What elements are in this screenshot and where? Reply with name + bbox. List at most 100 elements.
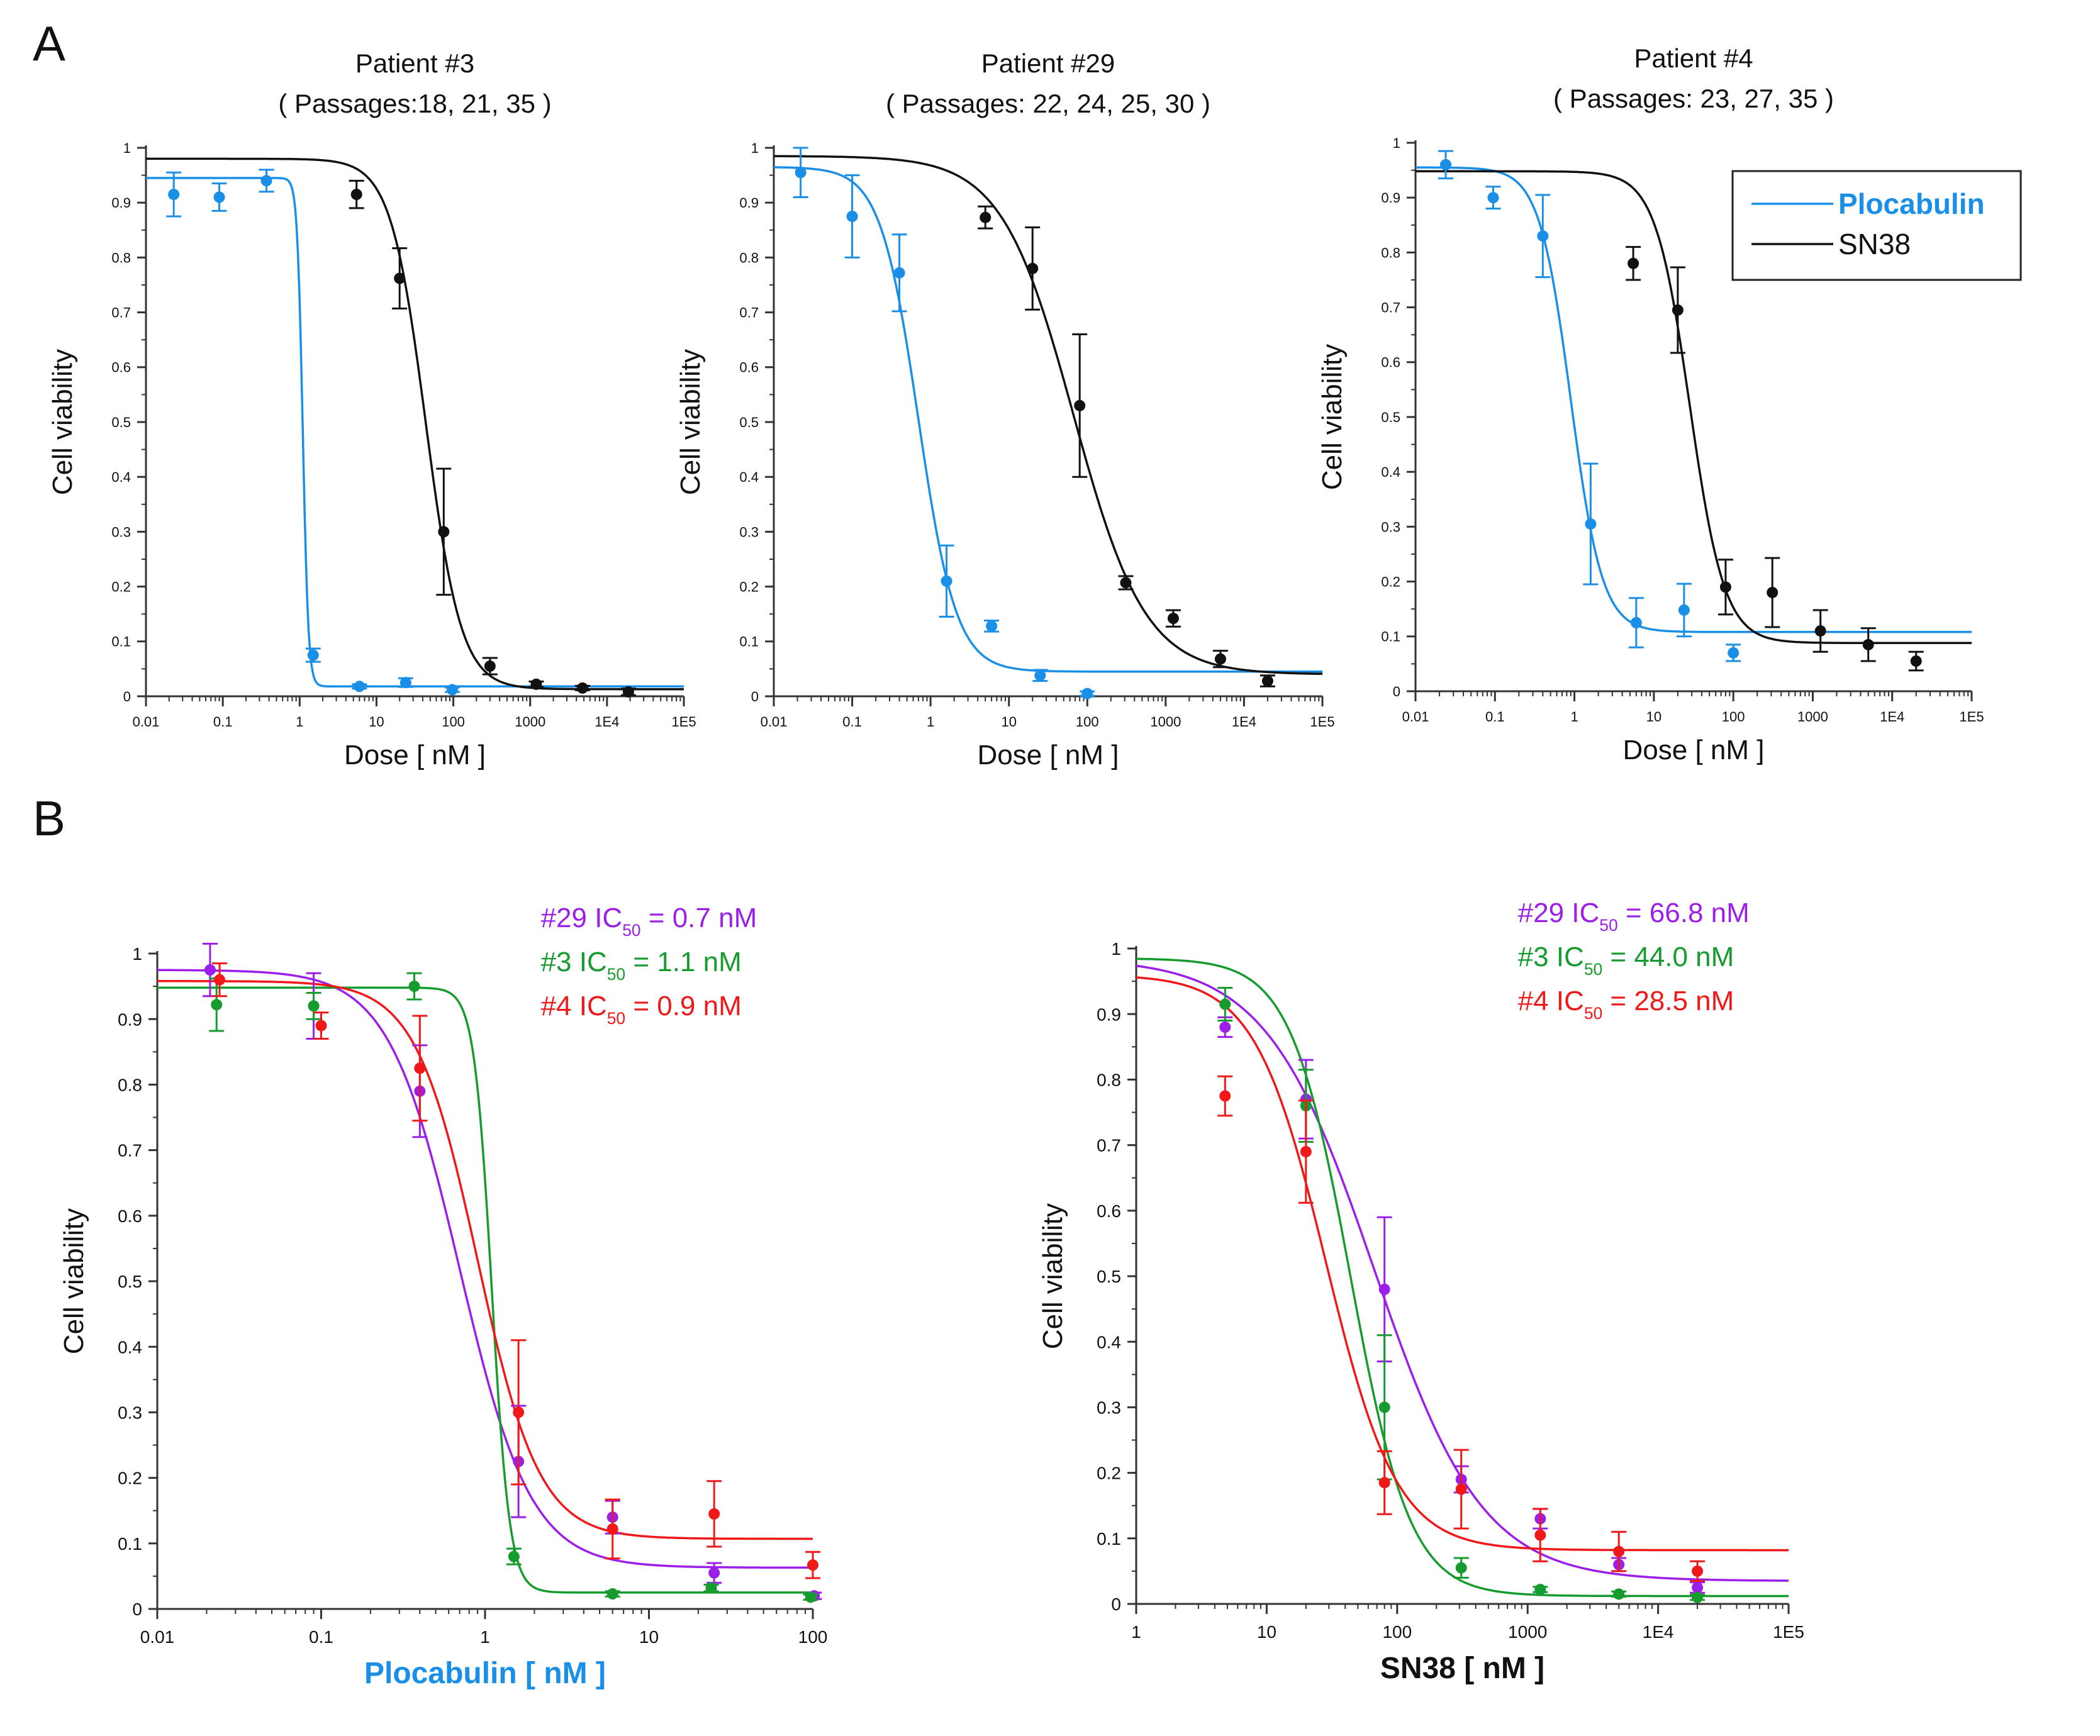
x-axis-label: SN38 [ nM ] — [1380, 1652, 1544, 1685]
y-tick-label: 0.4 — [118, 1337, 142, 1357]
data-point-4 — [606, 1523, 618, 1535]
data-point-3 — [211, 999, 223, 1011]
data-point-plocabulin — [1081, 687, 1093, 699]
ic50-annotation: #29 IC50 = 0.7 nM — [541, 903, 757, 940]
ic50-suffix: = 1.1 nM — [625, 947, 742, 977]
y-tick-label: 0.4 — [1381, 464, 1400, 480]
y-tick-label: 0.2 — [739, 579, 759, 595]
data-point-29 — [1219, 1021, 1231, 1033]
x-tick-label: 10 — [1646, 709, 1662, 725]
x-tick-label: 0.1 — [309, 1627, 333, 1647]
ic50-prefix: #29 IC — [1518, 898, 1600, 928]
y-tick-label: 0.3 — [739, 524, 759, 540]
x-tick-label: 1E5 — [1773, 1622, 1804, 1642]
chart-subtitle: ( Passages:18, 21, 35 ) — [278, 89, 551, 118]
data-point-sn38 — [1074, 399, 1086, 411]
y-tick-label: 0.3 — [1381, 519, 1400, 535]
data-point-sn38 — [980, 211, 991, 223]
data-point-3 — [308, 1000, 320, 1012]
x-tick-label: 1000 — [1797, 709, 1828, 725]
y-tick-label: 0.4 — [1097, 1332, 1121, 1352]
data-point-plocabulin — [1630, 617, 1642, 628]
y-tick-label: 0.2 — [118, 1469, 142, 1488]
data-point-sn38 — [576, 682, 588, 694]
ic50-suffix: = 0.9 nM — [625, 991, 742, 1021]
data-point-plocabulin — [307, 649, 319, 661]
data-point-3 — [705, 1582, 717, 1594]
data-point-4 — [1692, 1565, 1704, 1577]
data-point-plocabulin — [795, 167, 807, 179]
data-point-4 — [1613, 1545, 1625, 1557]
data-point-4 — [1300, 1146, 1312, 1158]
ic50-prefix: #4 IC — [1518, 986, 1584, 1016]
y-tick-label: 0.3 — [1097, 1398, 1121, 1417]
x-tick-label: 1E4 — [1880, 709, 1904, 725]
y-tick-label: 0.5 — [1381, 409, 1400, 425]
y-axis-label: Cell viability — [675, 349, 706, 495]
x-tick-label: 1E4 — [595, 714, 619, 730]
data-point-3 — [805, 1591, 817, 1603]
data-point-plocabulin — [399, 677, 411, 689]
data-point-plocabulin — [1487, 192, 1499, 204]
x-axis-label: Dose [ nM ] — [978, 740, 1119, 771]
x-tick-label: 1E4 — [1232, 714, 1256, 730]
y-tick-label: 0.2 — [111, 579, 131, 595]
data-point-plocabulin — [941, 575, 952, 587]
data-point-sn38 — [1814, 625, 1826, 637]
y-tick-label: 0.9 — [111, 195, 131, 211]
y-tick-label: 0.6 — [118, 1206, 142, 1226]
x-tick-label: 10 — [639, 1627, 659, 1647]
data-point-plocabulin — [1728, 647, 1740, 659]
x-tick-label: 1E4 — [1643, 1622, 1674, 1642]
y-tick-label: 0 — [751, 689, 759, 704]
y-tick-label: 0.1 — [739, 634, 759, 650]
ic50-annotation: #3 IC50 = 1.1 nM — [541, 947, 742, 984]
data-point-3 — [1534, 1584, 1546, 1596]
data-point-plocabulin — [846, 211, 858, 222]
y-axis-label: Cell viability — [1037, 1203, 1068, 1349]
data-point-4 — [513, 1406, 525, 1418]
data-point-sn38 — [1027, 262, 1039, 274]
data-point-4 — [1219, 1090, 1231, 1102]
y-tick-label: 0.8 — [739, 250, 759, 265]
ic50-subscript: 50 — [1584, 1004, 1602, 1023]
y-tick-label: 0.5 — [739, 415, 759, 430]
y-tick-label: 0.4 — [739, 469, 759, 485]
y-tick-label: 0.9 — [1381, 190, 1400, 206]
x-tick-label: 1 — [1570, 709, 1578, 725]
ic50-suffix: = 28.5 nM — [1602, 986, 1734, 1016]
chart-subtitle: ( Passages: 22, 24, 25, 30 ) — [886, 89, 1210, 118]
x-tick-label: 1E5 — [671, 714, 696, 730]
x-tick-label: 1 — [296, 714, 303, 730]
data-point-sn38 — [1672, 304, 1684, 316]
y-tick-label: 0.3 — [118, 1403, 142, 1422]
x-tick-label: 10 — [1257, 1622, 1276, 1642]
y-tick-label: 0.8 — [1097, 1070, 1121, 1089]
y-tick-label: 0.8 — [111, 250, 131, 265]
y-tick-label: 0.2 — [1097, 1464, 1121, 1483]
data-point-sn38 — [484, 660, 496, 672]
ic50-suffix: = 0.7 nM — [641, 903, 757, 933]
panel-label-b: B — [33, 791, 66, 846]
data-point-3 — [508, 1550, 520, 1562]
fit-curve-plocabulin — [774, 166, 1322, 673]
fit-curve-3 — [157, 986, 813, 1594]
x-tick-label: 0.01 — [133, 714, 160, 730]
x-axis-label: Dose [ nM ] — [1623, 735, 1765, 765]
y-tick-label: 0.5 — [1097, 1267, 1121, 1286]
fit-curve-4 — [157, 980, 813, 1540]
data-point-3 — [606, 1588, 618, 1600]
y-tick-label: 0.1 — [1381, 629, 1400, 645]
y-tick-label: 0.7 — [118, 1141, 142, 1160]
data-point-3 — [1692, 1591, 1704, 1603]
data-point-plocabulin — [1537, 230, 1549, 242]
x-tick-label: 100 — [1382, 1622, 1412, 1642]
fit-curve-sn38 — [1416, 170, 1972, 645]
ic50-annotation: #4 IC50 = 28.5 nM — [1518, 986, 1734, 1023]
data-point-4 — [1455, 1483, 1467, 1495]
fit-curve-4 — [1136, 976, 1789, 1552]
chart-patient-4: Patient #4 ( Passages: 23, 27, 35 ) 0 0.1 0.… — [1317, 43, 2022, 765]
chart-sn38-combined: 0 0.1 0.2 0.3 0.4 0.5 0.6 0.7 0.8 0.9 1 1 10 100 1000 1… — [1037, 898, 1804, 1685]
chart-title: Patient #4 — [1634, 43, 1753, 73]
